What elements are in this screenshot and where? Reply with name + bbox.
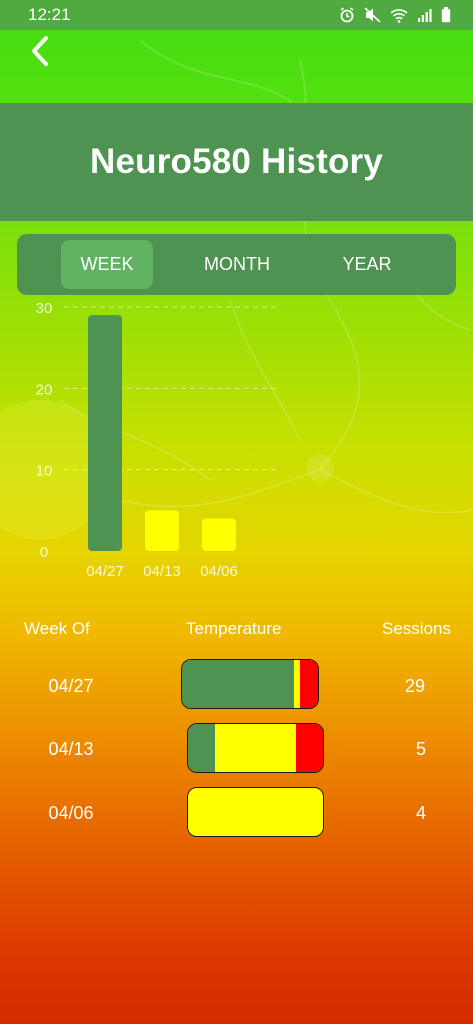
back-button[interactable] xyxy=(22,32,58,72)
row-week: 04/27 xyxy=(48,676,94,696)
y-tick-label: 0 xyxy=(40,544,48,561)
temperature-segment-yellow xyxy=(293,660,301,708)
tab-month-label: MONTH xyxy=(204,254,270,274)
battery-icon xyxy=(441,7,451,23)
y-tick-label: 30 xyxy=(36,300,53,317)
chevron-left-icon xyxy=(32,36,48,66)
temperature-segment-green xyxy=(188,724,215,772)
header-temperature: Temperature xyxy=(186,619,282,638)
temperature-segment-green xyxy=(182,660,294,708)
header-week-of: Week Of xyxy=(24,619,90,638)
temperature-bar xyxy=(187,787,324,837)
row-week: 04/06 xyxy=(48,803,94,823)
period-tabs: WEEK MONTH YEAR xyxy=(17,234,456,295)
x-tick-label: 04/13 xyxy=(143,563,181,580)
row-sessions: 5 xyxy=(415,739,426,759)
alarm-icon xyxy=(340,7,354,23)
x-tick-label: 04/27 xyxy=(86,563,124,580)
wifi-icon xyxy=(390,8,408,23)
temperature-segment-red xyxy=(296,724,323,772)
temperature-bar xyxy=(181,659,319,709)
temperature-bar xyxy=(187,723,324,773)
sessions-bar-chart: 0 10 20 30 04/27 04/13 04/06 xyxy=(36,300,278,580)
x-tick-label: 04/06 xyxy=(200,563,238,580)
tab-week-label: WEEK xyxy=(80,254,134,274)
y-tick-label: 10 xyxy=(36,463,53,480)
status-time: 12:21 xyxy=(28,5,71,24)
row-sessions: 29 xyxy=(404,676,426,696)
bar-04-13[interactable] xyxy=(145,510,179,551)
temperature-segment-yellow xyxy=(188,788,323,836)
row-week: 04/13 xyxy=(48,739,94,759)
status-icons xyxy=(339,7,451,23)
y-tick-label: 20 xyxy=(36,381,53,398)
header-sessions: Sessions xyxy=(382,619,451,638)
temperature-segment-red xyxy=(300,660,318,708)
page-title: Neuro580 History xyxy=(89,142,384,181)
bar-04-06[interactable] xyxy=(202,518,236,551)
signal-icon xyxy=(418,8,432,22)
title-bar: Neuro580 History xyxy=(0,103,473,221)
tab-month[interactable]: MONTH xyxy=(189,240,285,289)
status-bar: 12:21 xyxy=(0,0,473,30)
bar-04-27[interactable] xyxy=(88,315,122,551)
row-sessions: 4 xyxy=(415,803,426,823)
tab-year[interactable]: YEAR xyxy=(325,240,409,289)
tab-year-label: YEAR xyxy=(342,254,392,274)
temperature-segment-yellow xyxy=(215,724,296,772)
mute-icon xyxy=(364,7,381,23)
tab-week[interactable]: WEEK xyxy=(61,240,153,289)
